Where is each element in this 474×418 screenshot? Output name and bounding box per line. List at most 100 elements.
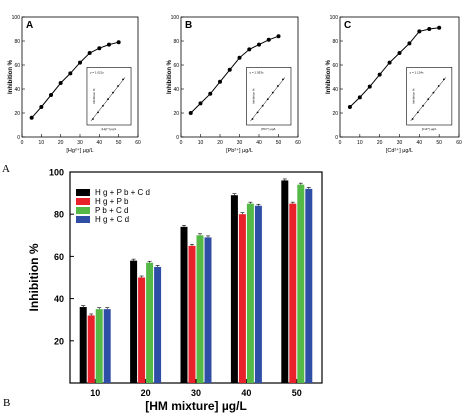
bar: [254, 205, 262, 383]
data-point: [427, 27, 432, 31]
inset-data-point: [107, 98, 109, 101]
inset-x-label: [Hg²⁺] µg/L: [102, 127, 117, 131]
y-tick-label: 80: [14, 39, 20, 45]
x-tick-label: 40: [97, 140, 103, 146]
bar: [281, 180, 289, 383]
x-tick-label: 10: [198, 140, 204, 146]
x-axis-label: [HM mixture] µg/L: [145, 399, 247, 413]
series-line: [190, 35, 279, 114]
x-tick-label: 30: [397, 140, 403, 146]
x-tick-label: 30: [191, 388, 201, 398]
data-point: [357, 95, 362, 100]
y-tick-label: 20: [54, 336, 64, 346]
legend-swatch: [76, 198, 90, 205]
inset-data-point: [437, 85, 440, 87]
inset-data-point: [102, 104, 104, 107]
inset-frame: [86, 67, 132, 126]
data-point: [29, 115, 34, 120]
legend-label: H g + P b + C d: [95, 188, 150, 197]
x-axis-label: [Cd²⁺] µg/L: [386, 147, 413, 154]
x-tick-label: 60: [135, 140, 141, 146]
bar: [305, 188, 313, 383]
bar: [103, 309, 111, 383]
x-tick-label: 10: [90, 388, 100, 398]
data-point: [116, 40, 121, 45]
bar-chart: 20 40 60 80 100 Inhibition % 10 20 30 40 50 [HM mix…: [27, 168, 323, 413]
line-panel-a: A 0 20 40 60 80 100 0 10 20 30 40 50 60 [Hg²⁺] µg/L Inh…: [8, 15, 141, 154]
bar: [204, 237, 212, 383]
legend-label: H g + C d: [95, 215, 129, 224]
x-tick-label: 50: [436, 140, 442, 146]
x-tick-label: 0: [180, 140, 183, 146]
inset-data-point: [282, 78, 284, 81]
y-tick-label: 40: [54, 294, 64, 304]
x-tick-label: 20: [141, 388, 151, 398]
x-tick-label: 0: [339, 140, 342, 146]
data-point: [87, 51, 92, 55]
x-tick-label: 60: [295, 140, 301, 146]
series-line: [349, 27, 440, 108]
inset-data-point: [427, 98, 430, 101]
y-tick-label: 60: [173, 63, 179, 69]
bar: [146, 262, 154, 383]
data-point: [68, 71, 73, 76]
inset-data-point: [271, 91, 274, 94]
bar: [95, 309, 103, 383]
data-point: [227, 67, 232, 72]
data-point: [257, 42, 261, 47]
y-tick-label: 0: [17, 135, 20, 141]
x-tick-label: 0: [21, 140, 24, 146]
bar: [154, 266, 162, 383]
x-tick-label: 20: [58, 140, 64, 146]
bar: [79, 307, 87, 383]
x-tick-label: 20: [217, 140, 223, 146]
y-tick-label: 60: [54, 252, 64, 262]
bar: [238, 214, 246, 383]
inset-frame: [406, 67, 453, 126]
data-point: [198, 101, 203, 106]
y-axis-label: Inhibition %: [8, 59, 14, 94]
x-tick-label: 50: [116, 140, 122, 146]
x-axis-label: [Pb²⁺] µg/L: [226, 147, 253, 154]
data-point: [407, 41, 412, 46]
panel-label: C: [344, 20, 351, 31]
x-tick-label: 60: [456, 140, 462, 146]
line-panel-c: C 0 20 40 60 80 100 0 10 20 30 40 50 60 [Cd²⁺] µg/L Inh…: [326, 15, 462, 154]
inset-equation: y = 1.124x: [410, 70, 424, 74]
data-point: [97, 46, 102, 51]
inset-data-point: [97, 111, 99, 114]
bar: [196, 235, 204, 383]
inset-data-point: [112, 91, 114, 94]
inset-frame: [246, 67, 292, 126]
legend-swatch: [76, 189, 90, 196]
y-tick-label: 100: [49, 168, 64, 178]
data-point: [237, 55, 242, 60]
bar: [297, 184, 305, 383]
legend-label: P b + C d: [95, 206, 128, 215]
x-axis-label: [Hg²⁺] µg/L: [66, 147, 93, 154]
data-point: [387, 60, 392, 65]
data-point: [397, 51, 402, 55]
y-tick-label: 80: [54, 210, 64, 220]
inset-data-point: [117, 85, 119, 87]
inset-data-point: [277, 85, 279, 87]
inset-y-label: Inhibition %: [412, 88, 416, 104]
x-tick-label: 50: [276, 140, 282, 146]
data-point: [218, 79, 222, 84]
bar: [230, 195, 238, 383]
y-tick-label: 80: [332, 39, 338, 45]
y-axis-label: Inhibition %: [167, 59, 173, 94]
bar: [130, 260, 138, 383]
data-point: [367, 84, 372, 89]
x-tick-label: 30: [237, 140, 243, 146]
y-axis-label: Inhibition %: [27, 243, 41, 311]
inset-data-point: [92, 118, 94, 120]
data-point: [276, 34, 281, 39]
y-tick-label: 40: [332, 87, 338, 93]
inset-data-point: [432, 91, 435, 94]
inset-x-label: [Cd²⁺] µg/L: [422, 127, 437, 131]
data-point: [208, 91, 213, 96]
inset-data-point: [261, 104, 264, 107]
inset-data-point: [442, 78, 445, 81]
